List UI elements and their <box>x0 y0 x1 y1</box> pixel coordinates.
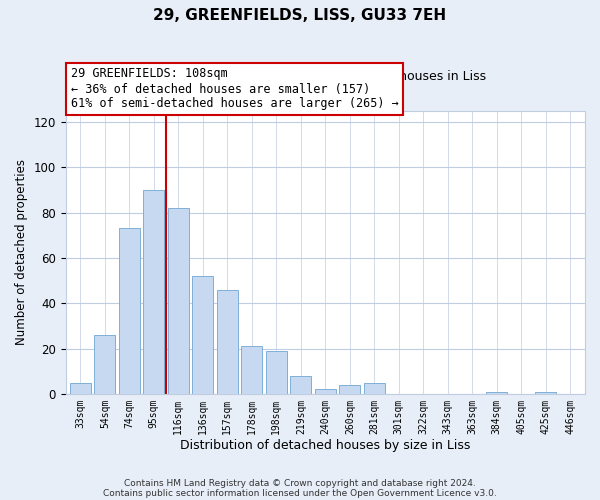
Text: 29 GREENFIELDS: 108sqm
← 36% of detached houses are smaller (157)
61% of semi-de: 29 GREENFIELDS: 108sqm ← 36% of detached… <box>71 68 398 110</box>
Bar <box>94 335 115 394</box>
Bar <box>143 190 164 394</box>
Text: Contains public sector information licensed under the Open Government Licence v3: Contains public sector information licen… <box>103 488 497 498</box>
Bar <box>290 376 311 394</box>
Title: Size of property relative to detached houses in Liss: Size of property relative to detached ho… <box>165 70 486 83</box>
Bar <box>266 351 287 394</box>
Text: Contains HM Land Registry data © Crown copyright and database right 2024.: Contains HM Land Registry data © Crown c… <box>124 478 476 488</box>
Bar <box>315 390 336 394</box>
Bar <box>241 346 262 394</box>
Y-axis label: Number of detached properties: Number of detached properties <box>15 159 28 345</box>
Bar <box>535 392 556 394</box>
Bar <box>193 276 213 394</box>
Bar <box>487 392 507 394</box>
Bar <box>340 385 360 394</box>
Bar <box>168 208 189 394</box>
Bar <box>70 382 91 394</box>
Text: 29, GREENFIELDS, LISS, GU33 7EH: 29, GREENFIELDS, LISS, GU33 7EH <box>154 8 446 22</box>
Bar <box>217 290 238 394</box>
X-axis label: Distribution of detached houses by size in Liss: Distribution of detached houses by size … <box>180 440 470 452</box>
Bar <box>119 228 140 394</box>
Bar <box>364 382 385 394</box>
